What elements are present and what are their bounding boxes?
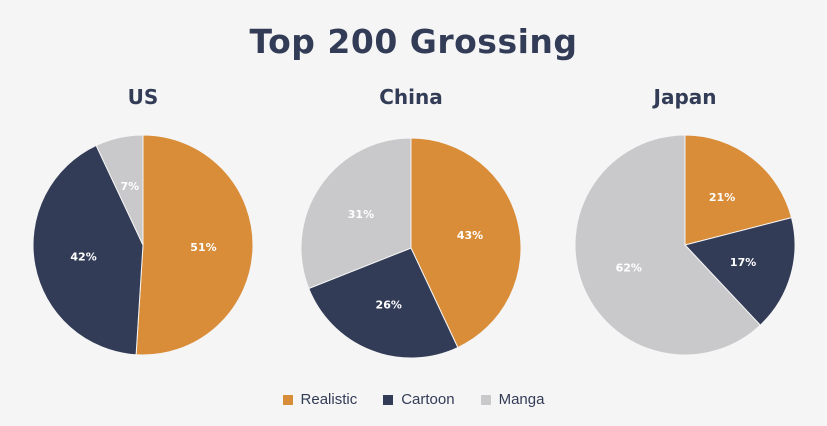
- legend-label-realistic: Realistic: [300, 391, 358, 408]
- pie-title-japan: Japan: [653, 85, 717, 109]
- pie-title-us: US: [127, 85, 159, 109]
- legend-swatch-cartoon: [383, 394, 394, 405]
- pie-label-us-cartoon: 42%: [70, 250, 96, 263]
- pie-slice-china-realistic: [410, 137, 522, 349]
- legend-label-cartoon: Cartoon: [401, 391, 455, 408]
- pie-slice-china-cartoon: [308, 247, 459, 359]
- legend: Realistic Cartoon Manga: [0, 391, 827, 408]
- chart-title: Top 200 Grossing: [249, 22, 578, 61]
- legend-swatch-manga: [480, 394, 491, 405]
- pie-label-japan-manga: 62%: [616, 261, 642, 274]
- pie-label-japan-cartoon: 17%: [730, 256, 756, 269]
- pie-label-japan-realistic: 21%: [709, 191, 735, 204]
- pie-slice-japan-realistic: [684, 134, 793, 246]
- pie-label-us-manga: 7%: [120, 180, 139, 193]
- pie-label-china-cartoon: 26%: [376, 298, 402, 311]
- legend-item-manga: Manga: [480, 391, 545, 408]
- pie-slice-us-realistic: [135, 134, 254, 356]
- pie-title-china: China: [379, 85, 443, 109]
- legend-swatch-realistic: [282, 394, 293, 405]
- pie-label-china-manga: 31%: [348, 208, 374, 221]
- pie-label-us-realistic: 51%: [190, 241, 216, 254]
- legend-item-cartoon: Cartoon: [383, 391, 455, 408]
- pie-slice-japan-cartoon: [684, 217, 796, 326]
- pie-label-china-realistic: 43%: [457, 229, 483, 242]
- pie-slice-us-cartoon: [32, 144, 144, 356]
- pie-slice-japan-manga: [574, 134, 762, 356]
- legend-label-manga: Manga: [498, 391, 545, 408]
- legend-item-realistic: Realistic: [282, 391, 358, 408]
- pie-slice-china-manga: [300, 137, 412, 290]
- pie-slice-us-manga: [95, 134, 144, 246]
